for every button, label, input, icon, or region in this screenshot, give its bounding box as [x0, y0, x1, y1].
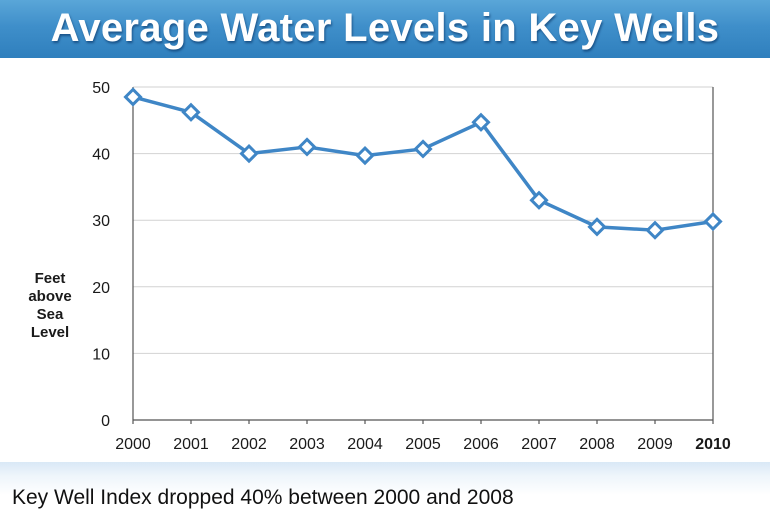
chart-title: Average Water Levels in Key Wells — [50, 6, 720, 50]
data-point-marker — [587, 217, 607, 237]
y-tick-label: 0 — [101, 413, 110, 430]
chart-caption: Key Well Index dropped 40% between 2000 … — [12, 486, 514, 509]
x-tick-label: 2001 — [173, 436, 209, 453]
footer-band — [0, 462, 770, 531]
y-axis-label-line: above — [28, 288, 72, 305]
x-tick-label: 2005 — [405, 436, 441, 453]
x-tick-label: 2000 — [115, 436, 151, 453]
axes — [132, 87, 714, 424]
y-axis-label-line: Sea — [36, 306, 64, 323]
x-tick-label: 2002 — [231, 436, 267, 453]
y-tick-label: 10 — [92, 346, 110, 363]
x-tick-label: 2007 — [521, 436, 557, 453]
y-tick-label: 50 — [92, 80, 110, 97]
data-point-marker — [413, 139, 433, 159]
x-tick-label: 2006 — [463, 436, 499, 453]
data-point-marker — [703, 211, 723, 232]
x-tick-label: 2010 — [695, 436, 731, 453]
data-point-marker — [123, 87, 143, 107]
data-point-marker — [181, 102, 201, 122]
y-tick-label: 30 — [92, 213, 110, 230]
grid-lines — [133, 86, 713, 354]
y-tick-labels: 0 10 20 30 40 50 — [92, 80, 110, 430]
data-point-marker — [355, 145, 375, 166]
series-line — [132, 95, 714, 232]
y-tick-label: 40 — [92, 147, 110, 164]
line-chart: 0 10 20 30 40 50 2000 2001 2002 2003 2004 2005 2006… — [92, 80, 731, 453]
x-tick-label: 2003 — [289, 436, 325, 453]
x-tick-labels: 2000 2001 2002 2003 2004 2005 2006 2007 2008 2009… — [115, 436, 731, 453]
data-point-marker — [239, 143, 259, 164]
x-tick-label: 2009 — [637, 436, 673, 453]
y-axis-label-line: Feet — [34, 270, 66, 287]
data-series — [123, 87, 723, 240]
data-point-marker — [471, 112, 491, 132]
data-point-marker — [297, 137, 317, 157]
data-point-marker — [645, 220, 665, 240]
data-point-marker — [529, 190, 549, 210]
y-tick-label: 20 — [92, 280, 110, 297]
title-banner: Average Water Levels in Key Wells — [0, 0, 770, 58]
x-tick-label: 2008 — [579, 436, 615, 453]
x-tick-label: 2004 — [347, 436, 383, 453]
chart-area: 0 10 20 30 40 50 2000 2001 2002 2003 2004 2005 2006… — [0, 58, 770, 462]
y-axis-label: Feet above Sea Level — [20, 270, 80, 342]
y-axis-label-line: Level — [30, 324, 70, 341]
